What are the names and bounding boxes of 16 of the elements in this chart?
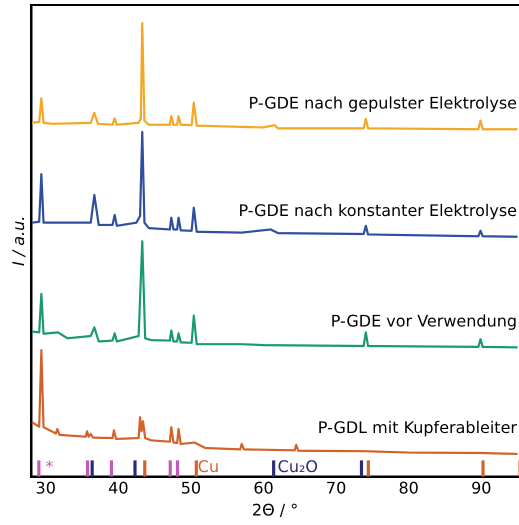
x-tick-label: 90 — [471, 478, 492, 498]
x-tick-label: 40 — [108, 478, 128, 498]
x-tick-label: 30 — [36, 478, 56, 498]
annotation: Cu — [198, 456, 220, 476]
x-tick-label: 80 — [398, 478, 419, 498]
x-tick-label: 70 — [326, 478, 346, 498]
series-label: P-GDE vor Verwendung — [330, 312, 517, 331]
x-tick-label: 50 — [180, 478, 202, 498]
series-label: P-GDE nach gepulster Elektrolyse — [248, 93, 517, 112]
x-axis-title: 2Θ / ° — [252, 500, 298, 520]
series-label: P-GDE nach konstanter Elektrolyse — [238, 200, 517, 220]
x-tick-label: 60 — [253, 478, 274, 498]
series-label: P-GDL mit Kupferableiter — [318, 418, 518, 438]
annotation: Cu₂O — [278, 456, 318, 476]
annotation: * — [45, 456, 54, 476]
y-axis-title: I / a.u. — [8, 216, 28, 266]
